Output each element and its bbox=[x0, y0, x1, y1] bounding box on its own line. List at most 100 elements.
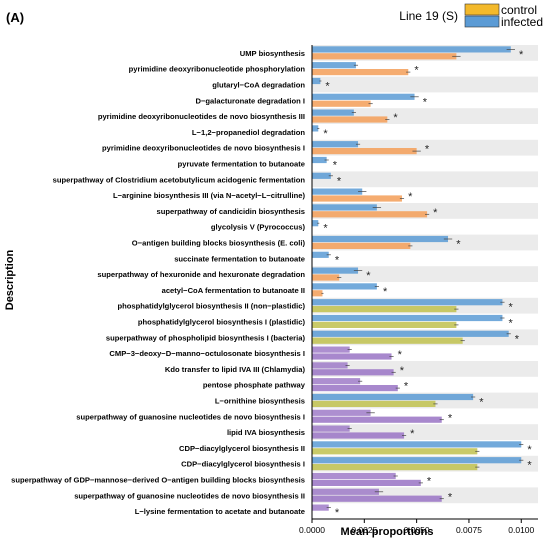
category-label: lipid IVA biosynthesis bbox=[227, 428, 305, 437]
bar-infected bbox=[312, 220, 319, 227]
significance-marker: * bbox=[335, 507, 340, 519]
x-tick-label: 0.0025 bbox=[351, 525, 377, 535]
bar-control bbox=[312, 53, 457, 60]
legend-swatch-control bbox=[464, 3, 500, 16]
bar-infected bbox=[312, 125, 319, 132]
category-label: superpathway of GDP−mannose−derived O−an… bbox=[11, 476, 305, 485]
category-label: succinate fermentation to butanoate bbox=[174, 254, 305, 263]
category-label: CDP−diacylglycerol biosynthesis I bbox=[181, 460, 305, 469]
bar-infected bbox=[312, 141, 359, 148]
category-label: L−arginine biosynthesis III (via N−acety… bbox=[113, 191, 305, 200]
bar-infected bbox=[312, 156, 327, 164]
category-label: superpathway of guanosine nucleotides de… bbox=[74, 491, 305, 500]
significance-marker: * bbox=[393, 112, 398, 124]
row-stripe bbox=[312, 76, 538, 93]
significance-marker: * bbox=[333, 160, 338, 172]
category-label: pentose phosphate pathway bbox=[203, 381, 306, 390]
bar-infected bbox=[312, 109, 354, 116]
bar-control bbox=[312, 195, 402, 202]
x-axis-title: Mean proportions bbox=[341, 526, 434, 538]
significance-marker: * bbox=[456, 239, 461, 251]
bar-control bbox=[312, 495, 442, 502]
significance-marker: * bbox=[410, 428, 415, 440]
category-label: glycolysis V (Pyrococcus) bbox=[211, 223, 306, 232]
bar-infected bbox=[312, 46, 511, 53]
bar-control bbox=[312, 479, 421, 486]
bar-infected bbox=[312, 472, 396, 480]
bar-control bbox=[312, 353, 392, 360]
significance-marker: * bbox=[509, 302, 514, 314]
legend-label-control: control bbox=[501, 3, 537, 17]
bar-infected bbox=[312, 251, 329, 258]
significance-marker: * bbox=[325, 81, 330, 93]
category-label: CMP−3−deoxy−D−manno−octulosonate biosynt… bbox=[109, 349, 305, 358]
significance-marker: * bbox=[527, 444, 532, 456]
x-axis: 0.0000 0.0025 0.0050 0.0075 0.0100 bbox=[299, 518, 538, 535]
bar-infected bbox=[312, 504, 329, 511]
bar-control bbox=[312, 100, 371, 107]
significance-marker: * bbox=[366, 270, 371, 282]
bar-control bbox=[312, 337, 463, 344]
significance-marker: * bbox=[427, 476, 432, 488]
y-axis-title: Description bbox=[4, 249, 16, 310]
bar-infected bbox=[312, 488, 379, 495]
significance-marker: * bbox=[323, 223, 328, 235]
legend: Line 19 (S) control infected bbox=[399, 3, 543, 29]
bar-infected bbox=[312, 62, 356, 69]
bar-control bbox=[312, 416, 442, 423]
bar-control bbox=[312, 148, 417, 155]
category-label: Kdo transfer to lipid IVA III (Chlamydia… bbox=[165, 365, 306, 374]
bar-control bbox=[312, 432, 405, 439]
bar-control bbox=[312, 290, 323, 297]
significance-marker: * bbox=[448, 412, 453, 424]
significance-marker: * bbox=[515, 333, 520, 345]
category-label: L−1,2−propanediol degradation bbox=[192, 128, 305, 137]
legend-swatch-infected bbox=[464, 15, 500, 28]
category-label: superpathway of hexuronide and hexuronat… bbox=[97, 270, 305, 279]
bar-infected bbox=[312, 330, 509, 337]
category-labels: UMP biosynthesis pyrimidine deoxyribonucl… bbox=[11, 49, 306, 516]
category-label: glutaryl−CoA degradation bbox=[212, 81, 305, 90]
bar-control bbox=[312, 69, 409, 76]
bar-infected bbox=[312, 188, 363, 195]
bar-infected bbox=[312, 457, 522, 464]
significance-marker: * bbox=[404, 381, 409, 393]
bar-control bbox=[312, 274, 340, 281]
panel-label: (A) bbox=[6, 10, 24, 25]
category-label: superpathway of candicidin biosynthesis bbox=[156, 207, 305, 216]
significance-marker: * bbox=[425, 144, 430, 156]
bar-control bbox=[312, 448, 478, 455]
significance-marker: * bbox=[335, 254, 340, 266]
category-label: D−galacturonate degradation I bbox=[196, 96, 306, 105]
bar-control bbox=[312, 321, 457, 328]
category-label: O−antigen building blocks biosynthesis (… bbox=[132, 239, 306, 248]
bar-infected bbox=[312, 441, 522, 448]
bar-control bbox=[312, 369, 394, 376]
bar-infected bbox=[312, 346, 350, 353]
significance-marker: * bbox=[527, 460, 532, 472]
bar-infected bbox=[312, 93, 415, 100]
significance-marker: * bbox=[414, 65, 419, 77]
category-label: phosphatidylglycerol biosynthesis II (no… bbox=[117, 302, 305, 311]
significance-marker: * bbox=[323, 128, 328, 140]
x-tick-label: 0.0050 bbox=[404, 525, 430, 535]
significance-marker: * bbox=[398, 349, 403, 361]
x-tick-label: 0.0000 bbox=[299, 525, 325, 535]
legend-title: Line 19 (S) bbox=[399, 9, 458, 23]
x-tick-label: 0.0075 bbox=[456, 525, 482, 535]
significance-marker: * bbox=[448, 491, 453, 503]
bar-infected bbox=[312, 314, 503, 322]
significance-marker: * bbox=[433, 207, 438, 219]
bar-infected bbox=[312, 393, 474, 401]
bar-infected bbox=[312, 204, 377, 211]
significance-marker: * bbox=[400, 365, 405, 377]
significance-marker: * bbox=[479, 397, 484, 409]
row-stripe bbox=[312, 171, 538, 188]
category-label: acetyl−CoA fermentation to butanoate II bbox=[162, 286, 305, 295]
category-label: CDP−diacylglycerol biosynthesis II bbox=[179, 444, 305, 453]
bar-control bbox=[312, 211, 428, 218]
legend-label-infected: infected bbox=[501, 15, 543, 29]
bar-infected bbox=[312, 283, 377, 290]
bar-control bbox=[312, 400, 436, 407]
